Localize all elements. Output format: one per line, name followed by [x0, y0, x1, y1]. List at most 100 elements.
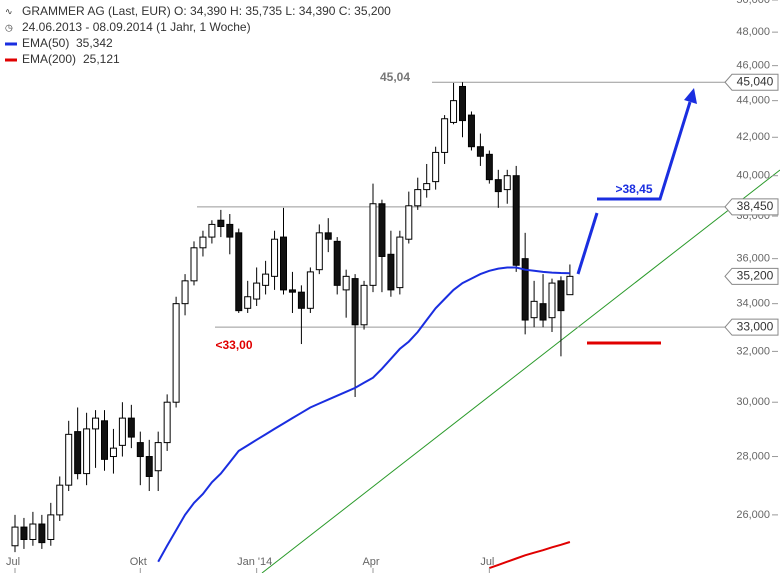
trend-line	[261, 169, 780, 573]
candle-body	[476, 146, 484, 157]
y-tick-label: 32,000	[736, 345, 770, 357]
icon: ∿	[5, 6, 13, 16]
y-tick-label: 50,000	[736, 0, 770, 6]
candle-body	[315, 232, 323, 271]
level-box	[724, 318, 779, 336]
candle-body	[297, 291, 305, 309]
y-tick-label: 44,000	[736, 95, 770, 107]
candle-body	[190, 247, 198, 282]
candle-body	[566, 275, 574, 296]
y-tick-label: 48,000	[736, 26, 770, 38]
candle-body	[414, 189, 422, 207]
level-label: 45,040	[737, 74, 774, 88]
candle-body	[378, 203, 386, 257]
candle-body	[441, 118, 449, 153]
level-label: 35,200	[737, 269, 774, 283]
ema-line	[157, 266, 570, 563]
candle-body	[485, 153, 493, 181]
candle-body	[65, 433, 73, 486]
candle-body	[405, 205, 413, 240]
candle-body	[271, 238, 279, 277]
candle-body	[467, 114, 475, 148]
y-tick-label: 28,000	[736, 450, 770, 462]
candle-body	[136, 442, 144, 458]
candle-body	[217, 219, 225, 228]
candle-body	[512, 175, 520, 266]
candle-body	[118, 417, 126, 446]
candle-body	[280, 236, 287, 291]
candle-body	[539, 303, 547, 321]
candle-body	[306, 271, 314, 309]
candle-body	[20, 526, 28, 540]
legend-value: 25,121	[83, 52, 120, 66]
candle-body	[459, 85, 466, 122]
candle-body	[172, 303, 180, 403]
chart-title: GRAMMER AG (Last, EUR) O: 34,390 H: 35,7…	[22, 4, 391, 18]
candle-body	[262, 273, 270, 286]
legend-label: EMA(50)	[22, 36, 69, 50]
candle-body	[109, 447, 117, 458]
candle-body	[333, 240, 341, 286]
candle-body	[127, 417, 135, 438]
candle-body	[360, 284, 368, 326]
candle-body	[74, 431, 82, 475]
candle-body	[226, 223, 234, 238]
candle-body	[351, 278, 359, 326]
y-tick-label: 46,000	[736, 60, 770, 72]
candle-body	[38, 523, 46, 544]
chart-subtitle: 24.06.2013 - 08.09.2014 (1 Jahr, 1 Woche…	[22, 20, 251, 34]
header: ∿ GRAMMER AG (Last, EUR) O: 34,390 H: 35…	[5, 4, 391, 34]
candle-body	[557, 280, 565, 312]
arrow-segment	[576, 212, 599, 275]
arrow-head	[684, 88, 697, 104]
annotation: <33,00	[215, 338, 252, 352]
candle-body	[503, 175, 511, 191]
x-tick-label: Jan '14	[237, 556, 272, 568]
legend-label: EMA(200)	[22, 52, 76, 66]
candle-body	[423, 183, 431, 191]
candle-body	[396, 236, 404, 289]
candle-body	[324, 232, 332, 240]
candle-body	[521, 258, 529, 321]
candle-body	[253, 282, 261, 300]
candle-body	[244, 296, 252, 309]
level-box	[724, 198, 779, 216]
candle-body	[432, 151, 440, 183]
candle-body	[154, 442, 162, 472]
ema-line	[488, 541, 571, 570]
x-tick-label: Apr	[362, 556, 379, 568]
annotation: 45,04	[380, 70, 410, 84]
x-tick-label: Jul	[6, 556, 20, 568]
candle-body	[47, 514, 55, 540]
legend-value: 35,342	[76, 36, 113, 50]
candle-body	[208, 223, 216, 238]
candle-body	[163, 401, 171, 444]
plot	[11, 81, 725, 570]
candle-body	[83, 428, 91, 475]
y-tick-label: 40,000	[736, 170, 770, 182]
candle-body	[450, 100, 458, 123]
y-tick-label: 30,000	[736, 396, 770, 408]
candle-body	[56, 484, 64, 516]
candle-body	[288, 289, 296, 293]
y-tick-label: 36,000	[736, 253, 770, 265]
candle-body	[101, 420, 108, 460]
annotation: >38,45	[615, 182, 652, 196]
candle-body	[145, 456, 153, 477]
candle-body	[387, 253, 395, 291]
y-tick-label: 34,000	[736, 298, 770, 310]
candle-body	[548, 282, 556, 319]
candle-body	[235, 232, 243, 312]
level-label: 38,450	[737, 199, 774, 213]
level-box	[724, 73, 779, 91]
y-tick-label: 26,000	[736, 509, 770, 521]
x-tick-label: Jul	[480, 556, 494, 568]
candle-body	[342, 275, 350, 291]
y-tick-label: 42,000	[736, 131, 770, 143]
level-box	[724, 267, 779, 285]
arrow	[597, 101, 692, 201]
x-tick-label: Okt	[130, 556, 147, 568]
candle-body	[199, 236, 207, 249]
